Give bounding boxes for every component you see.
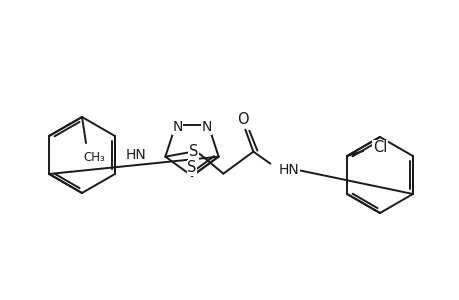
Text: HN: HN [125, 148, 146, 162]
Text: N: N [172, 120, 182, 134]
Text: O: O [237, 112, 249, 127]
Text: Cl: Cl [372, 140, 386, 155]
Text: N: N [201, 120, 211, 134]
Text: HN: HN [278, 163, 298, 177]
Text: S: S [187, 160, 196, 175]
Text: CH₃: CH₃ [83, 151, 105, 164]
Text: S: S [188, 144, 198, 159]
